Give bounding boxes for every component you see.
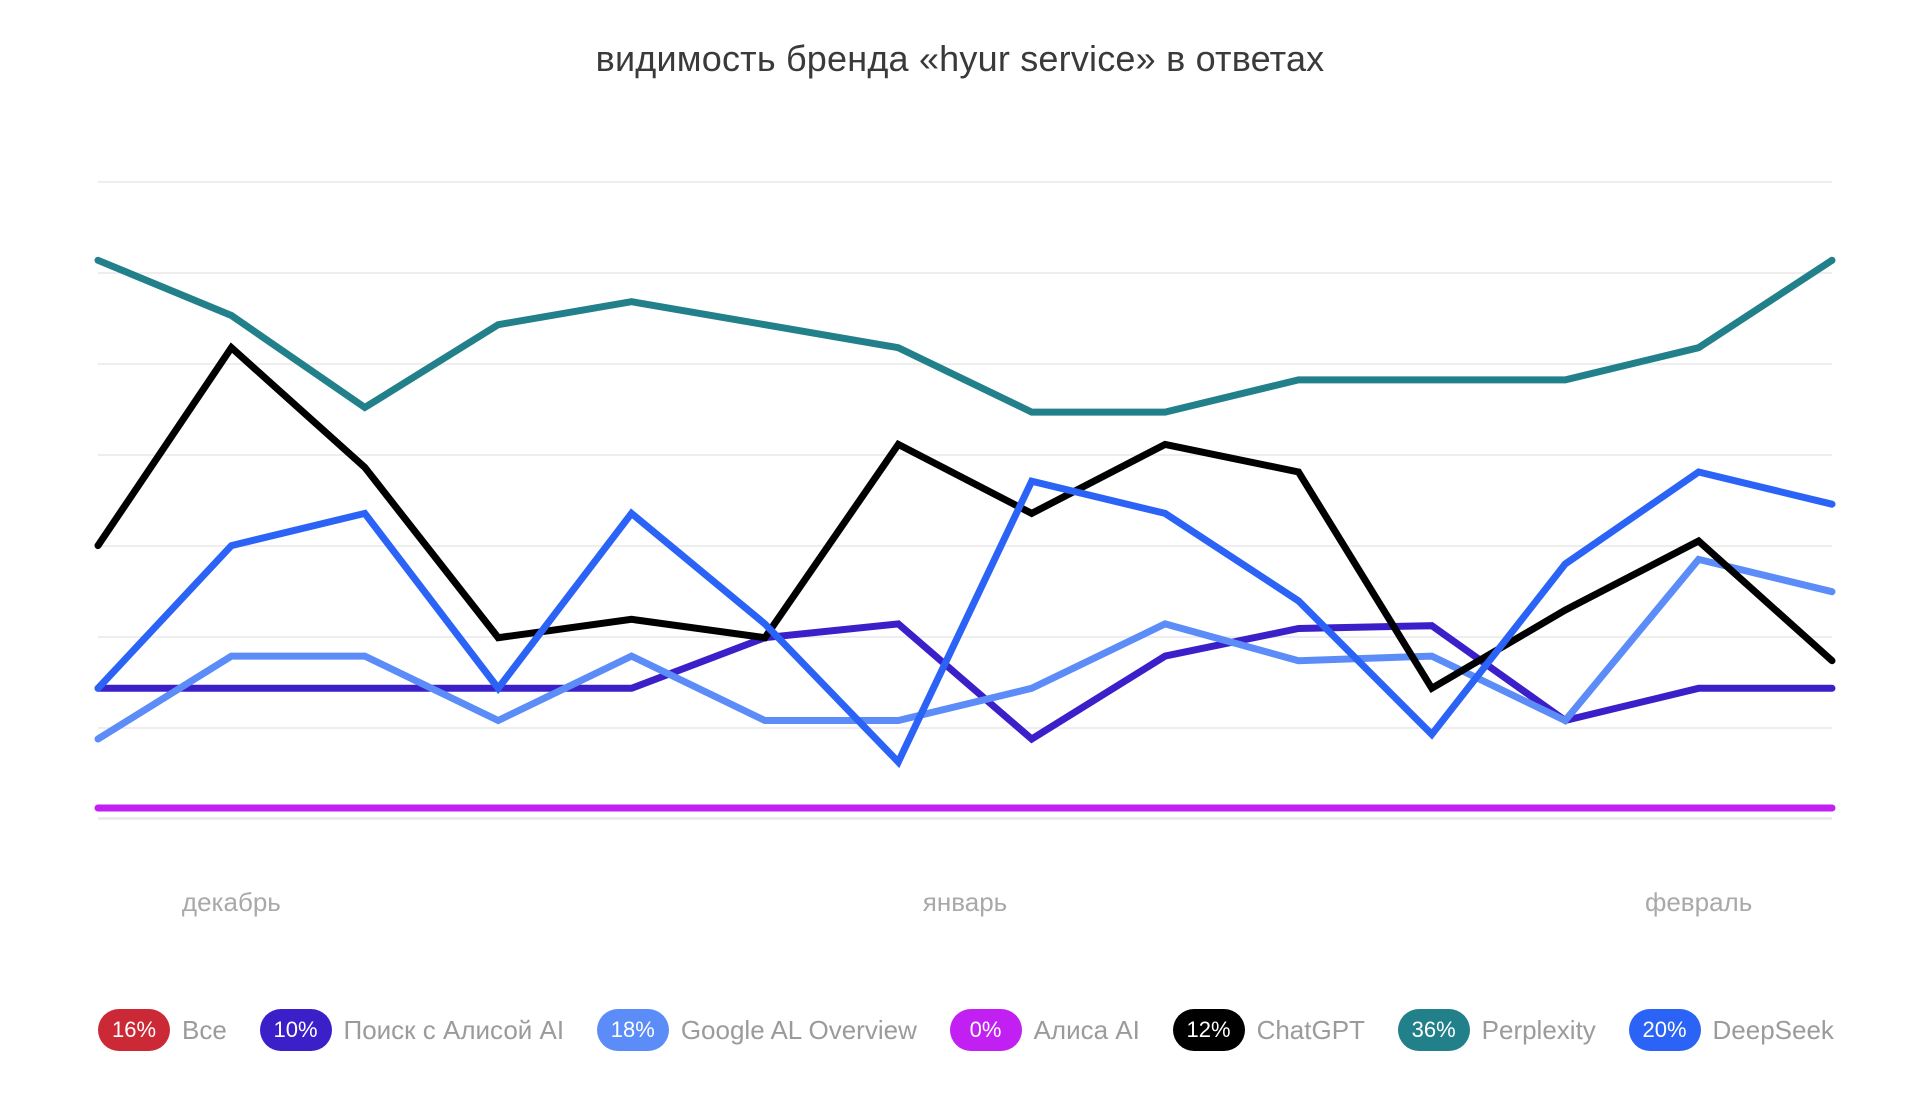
legend-badge: 18% [596, 1009, 669, 1051]
legend-badge: 12% [1172, 1009, 1245, 1051]
series-line-1 [94, 620, 1836, 744]
legend-label: Алиса AI [1033, 1014, 1140, 1045]
legend-badge: 16% [98, 1009, 170, 1051]
legend-badge: 10% [259, 1009, 332, 1051]
legend-label: Perplexity [1481, 1014, 1596, 1045]
legend-item[interactable]: 20% DeepSeek [1628, 1009, 1834, 1051]
x-tick-label: февраль [1645, 887, 1752, 917]
series-line-5 [94, 256, 1836, 416]
legend-item[interactable]: 16% Все [98, 1009, 227, 1051]
legend-label: DeepSeek [1712, 1014, 1834, 1045]
legend-item[interactable]: 10% Поиск с Алисой AI [259, 1009, 565, 1051]
legend-badge: 20% [1628, 1009, 1701, 1051]
legend-badge: 36% [1397, 1009, 1470, 1051]
series-lines [94, 256, 1836, 812]
series-line-2 [94, 555, 1836, 743]
chart-title: видимость бренда «hyur service» в ответа… [595, 38, 1325, 79]
legend: 16% Все 10% Поиск с Алисой AI 18% Google AL O… [98, 1008, 1834, 1052]
legend-item[interactable]: 0% Алиса AI [949, 1009, 1140, 1051]
legend-label: Google AL Overview [680, 1014, 917, 1045]
series-line-6 [94, 468, 1836, 769]
x-tick-label: декабрь [182, 887, 281, 917]
series-line-4 [94, 342, 1836, 694]
legend-label: ChatGPT [1256, 1014, 1365, 1045]
legend-item[interactable]: 36% Perplexity [1397, 1009, 1596, 1051]
grid-lines [98, 181, 1832, 820]
legend-item[interactable]: 18% Google AL Overview [596, 1009, 917, 1051]
legend-badge: 0% [949, 1009, 1022, 1051]
legend-item[interactable]: 12% ChatGPT [1172, 1009, 1365, 1051]
line-chart: декабрь январь февраль [94, 181, 1836, 917]
legend-label: Поиск с Алисой AI [343, 1014, 565, 1045]
x-axis-labels: декабрь январь февраль [182, 887, 1752, 917]
legend-label: Все [182, 1014, 227, 1045]
x-tick-label: январь [923, 887, 1007, 917]
